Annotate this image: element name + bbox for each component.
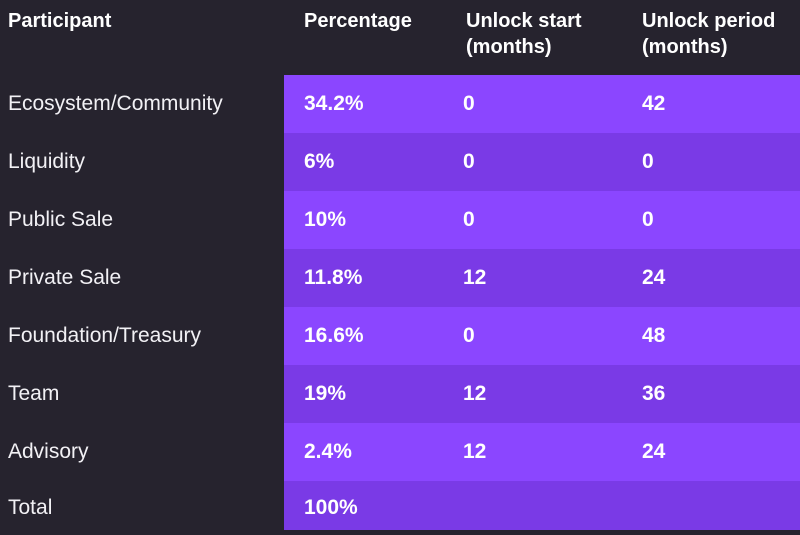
table-row: Private Sale 11.8% 12 24	[0, 249, 800, 307]
table-row: Public Sale 10% 0 0	[0, 191, 800, 249]
cell-percentage: 2.4%	[304, 440, 352, 463]
cell-unlock-start: 0	[463, 92, 475, 115]
table-row: Liquidity 6% 0 0	[0, 133, 800, 191]
cell-participant: Private Sale	[8, 266, 122, 289]
cell-participant: Total	[8, 496, 53, 519]
row-highlight	[284, 365, 800, 423]
cell-participant: Team	[8, 382, 60, 405]
cell-unlock-period: 48	[642, 324, 666, 347]
cell-unlock-start: 0	[463, 324, 475, 347]
cell-participant: Public Sale	[8, 208, 114, 231]
cell-participant: Ecosystem/Community	[8, 92, 223, 115]
cell-unlock-start: 12	[463, 440, 487, 463]
cell-unlock-period: 0	[642, 150, 654, 173]
cell-participant: Foundation/Treasury	[8, 324, 201, 347]
row-highlight	[284, 307, 800, 365]
cell-unlock-period: 36	[642, 382, 666, 405]
table-row: Ecosystem/Community 34.2% 0 42	[0, 75, 800, 133]
cell-percentage: 10%	[304, 208, 347, 231]
cell-participant: Liquidity	[8, 150, 86, 173]
row-highlight	[284, 191, 800, 249]
row-highlight	[284, 133, 800, 191]
cell-percentage: 16.6%	[304, 324, 364, 347]
table-row: Advisory 2.4% 12 24	[0, 423, 800, 481]
cell-unlock-start: 0	[463, 150, 475, 173]
header-participant: Participant	[8, 10, 112, 32]
cell-unlock-start: 12	[463, 266, 487, 289]
table-row: Foundation/Treasury 16.6% 0 48	[0, 307, 800, 365]
cell-percentage: 19%	[304, 382, 347, 405]
table-row-total: Total 100%	[0, 481, 800, 530]
cell-percentage: 11.8%	[304, 266, 363, 289]
cell-unlock-period: 24	[642, 266, 666, 289]
cell-unlock-start: 0	[463, 208, 475, 231]
cell-participant: Advisory	[8, 440, 89, 463]
row-highlight	[284, 423, 800, 481]
row-highlight	[284, 249, 800, 307]
table-row: Team 19% 12 36	[0, 365, 800, 423]
cell-percentage: 34.2%	[304, 92, 364, 115]
cell-percentage: 100%	[304, 496, 358, 519]
header-unlock-start: Unlock start (months)	[466, 10, 582, 58]
row-highlight	[284, 75, 800, 133]
header-percentage: Percentage	[304, 10, 412, 32]
table-header: Participant Percentage Unlock start (mon…	[0, 0, 800, 75]
row-highlight	[284, 481, 800, 530]
header-unlock-period: Unlock period (months)	[642, 10, 776, 58]
cell-unlock-period: 42	[642, 92, 666, 115]
cell-percentage: 6%	[304, 150, 335, 173]
cell-unlock-period: 24	[642, 440, 666, 463]
cell-unlock-start: 12	[463, 382, 487, 405]
cell-unlock-period: 0	[642, 208, 654, 231]
